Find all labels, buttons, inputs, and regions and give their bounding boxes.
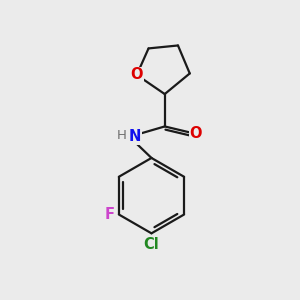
Text: N: N bbox=[128, 129, 141, 144]
Text: F: F bbox=[104, 207, 114, 222]
Text: O: O bbox=[189, 126, 202, 141]
Text: Cl: Cl bbox=[144, 237, 159, 252]
Text: H: H bbox=[117, 129, 127, 142]
Text: O: O bbox=[130, 68, 143, 82]
